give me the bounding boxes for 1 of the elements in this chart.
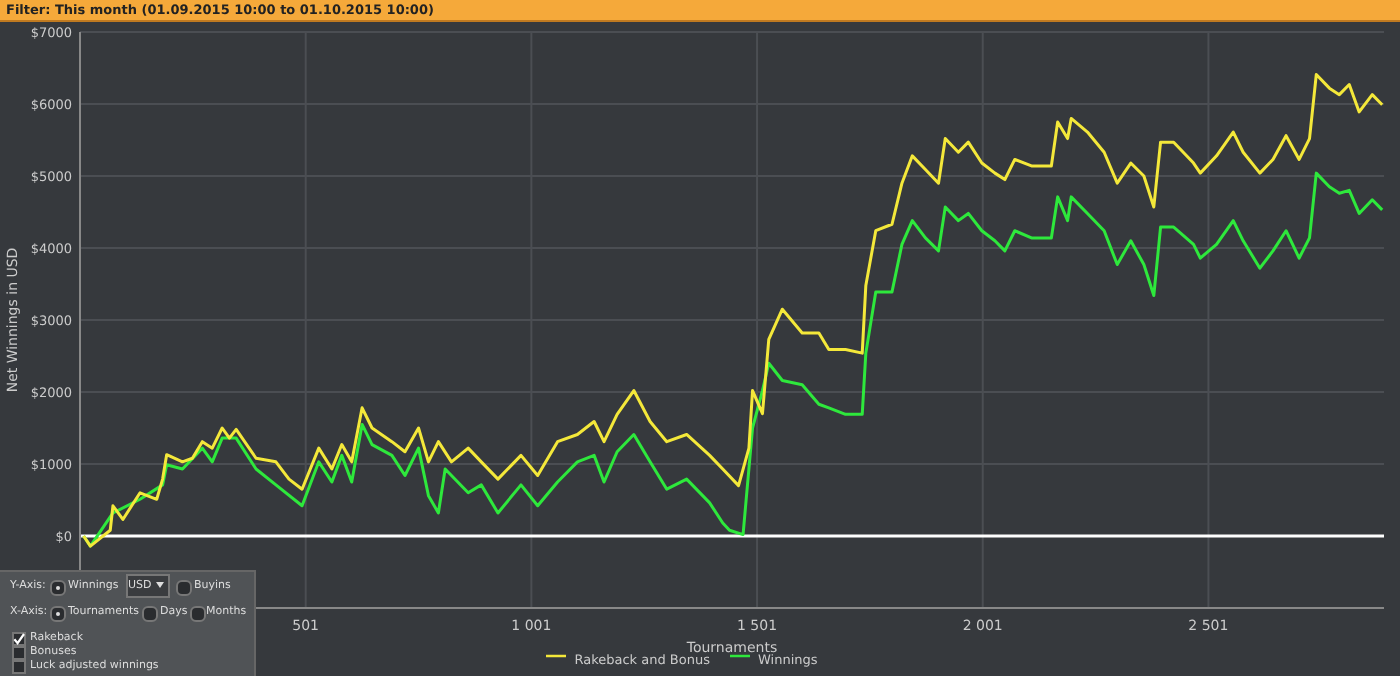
line-series (82, 72, 1384, 548)
